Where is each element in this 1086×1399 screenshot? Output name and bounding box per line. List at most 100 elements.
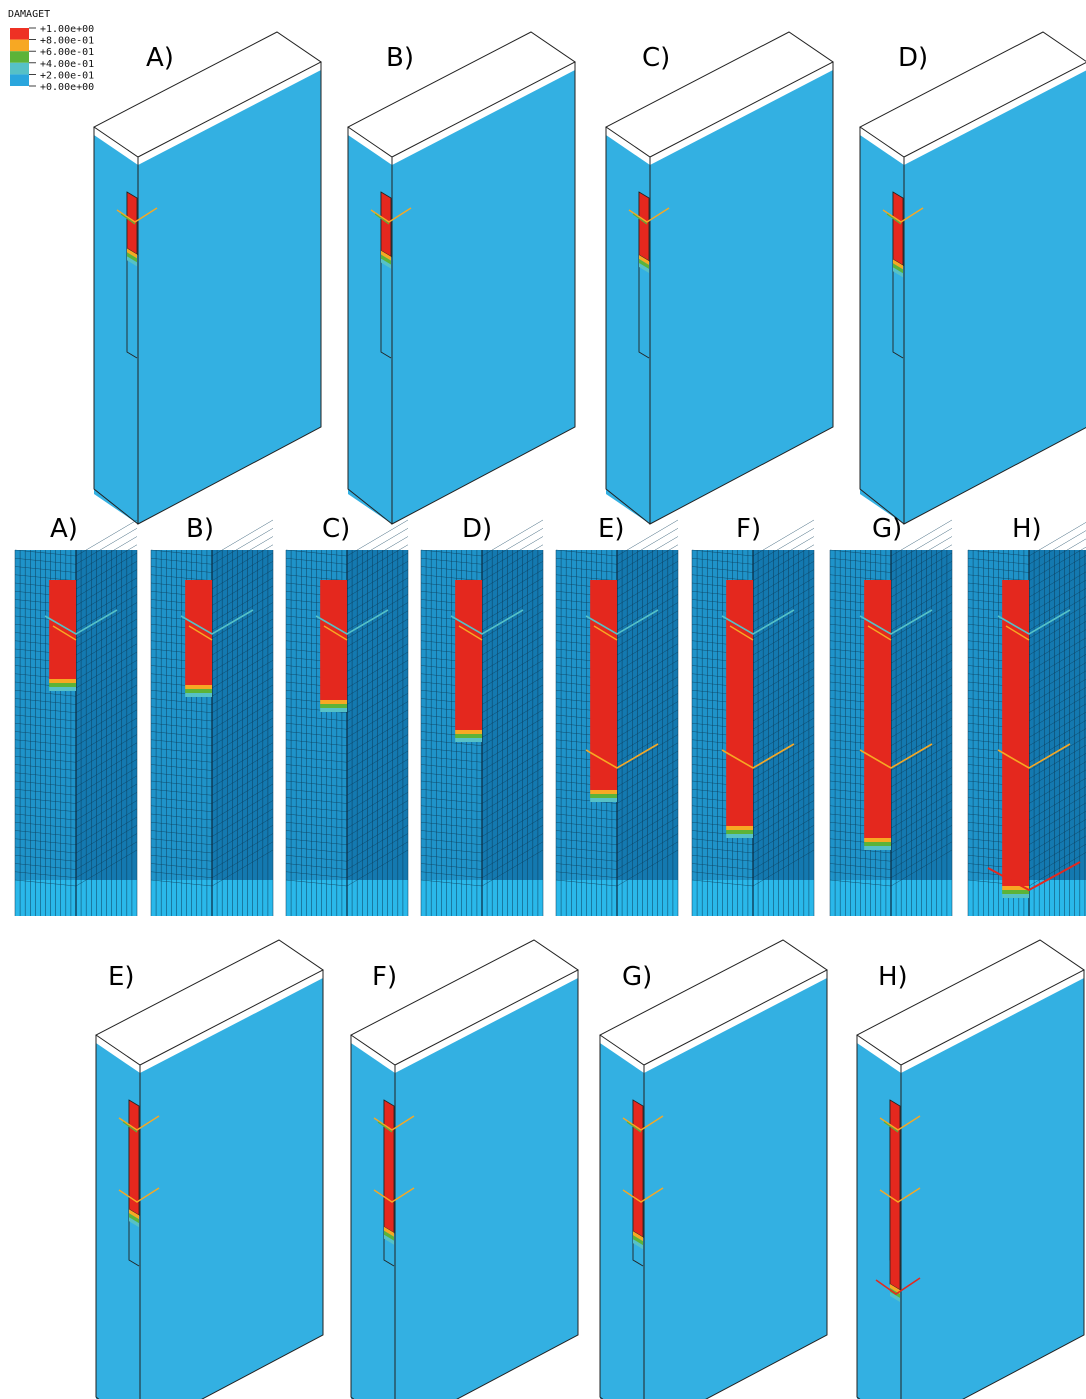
top-model-outline-right: [903, 157, 1086, 525]
mesh-damage-band: [455, 738, 482, 742]
mesh-hline: [481, 577, 544, 614]
mesh-hline: [346, 544, 409, 581]
mesh-hline: [211, 833, 274, 870]
mesh-hline: [691, 558, 754, 565]
mesh-hline: [555, 822, 618, 829]
mesh-hline: [890, 792, 953, 829]
mesh-hline: [1028, 629, 1086, 664]
mesh-hline: [75, 750, 138, 788]
mesh-hline: [1028, 546, 1086, 581]
mesh-hline: [150, 566, 213, 573]
top-model-crack-chevron-inner: [632, 213, 648, 225]
mesh-hline: [752, 693, 815, 730]
mesh-hline: [616, 709, 679, 746]
mesh-crack-chevron-inner: [867, 625, 892, 641]
mesh-hline: [1028, 819, 1086, 854]
mesh-hline: [14, 549, 77, 557]
mesh-hline: [285, 797, 348, 804]
mesh-crack-chevron: [997, 609, 1071, 635]
mesh-hline: [481, 594, 544, 631]
mesh-hline: [14, 747, 77, 755]
mesh-hline: [420, 747, 483, 755]
mesh-panel-5: E): [555, 514, 679, 916]
mesh-hline: [75, 602, 138, 639]
top-model-front-face: [860, 135, 904, 524]
mesh-panel-label: C): [322, 514, 350, 544]
mesh-hline: [481, 825, 544, 862]
top-model-front-face: [94, 135, 138, 524]
mesh-hline: [150, 789, 213, 796]
mesh-hline: [150, 764, 213, 771]
mesh-hline: [890, 759, 953, 796]
mesh-hline: [752, 717, 815, 755]
mesh-hline: [285, 549, 348, 557]
mesh-hline: [890, 544, 953, 581]
mesh-hline: [752, 585, 815, 623]
mesh-hline: [1028, 645, 1086, 680]
mesh-hline: [555, 805, 618, 812]
mesh-hline: [890, 701, 953, 738]
mesh-hline: [14, 714, 77, 722]
mesh-hline: [14, 558, 77, 565]
mesh-hline: [211, 544, 274, 581]
mesh-hline: [75, 800, 138, 837]
mesh-hline: [75, 775, 138, 812]
middle-row-mesh-closeups: A) B) C) D) E) F) G) H): [14, 514, 1086, 916]
mesh-hline: [346, 800, 409, 837]
mesh-hline: [1028, 522, 1086, 557]
mesh-hline: [616, 726, 679, 763]
mesh-panel-6: F): [691, 514, 815, 916]
mesh-hline: [890, 676, 953, 713]
mesh-hline: [481, 610, 544, 647]
mesh-hline: [481, 660, 544, 697]
mesh-hline: [346, 552, 409, 590]
mesh-hline: [150, 830, 213, 837]
mesh-hline: [211, 643, 274, 680]
bottom-panel-label: H): [878, 962, 908, 992]
bottom-model-outline-left: [350, 1035, 355, 1399]
legend-value: +8.00e-01: [40, 36, 94, 47]
mesh-hline: [890, 808, 953, 845]
mesh-hline: [285, 822, 348, 829]
mesh-hline: [211, 627, 274, 664]
mesh-hline: [285, 566, 348, 573]
bottom-model-damage-band: [384, 1234, 394, 1245]
mesh-crack-chevron-lower: [721, 743, 795, 769]
mesh-hline: [481, 684, 544, 722]
mesh-hline: [481, 552, 544, 590]
mesh-hline: [555, 838, 618, 845]
mesh-crack-chevron-inner: [729, 625, 754, 641]
mesh-hline: [346, 528, 409, 565]
mesh-hline: [75, 759, 138, 796]
mesh-hline: [150, 714, 213, 722]
mesh-hline: [346, 585, 409, 623]
bottom-model-crack-chevron-inner: [377, 1121, 393, 1133]
mesh-hline: [1028, 703, 1086, 738]
mesh-hline: [75, 726, 138, 763]
mesh-hline: [346, 833, 409, 870]
bottom-model-damage-band: [129, 1209, 139, 1220]
mesh-hline: [616, 684, 679, 722]
mesh-hline: [1028, 810, 1086, 845]
mesh-hline: [75, 792, 138, 829]
mesh-hline: [1028, 720, 1086, 755]
mesh-hline: [616, 585, 679, 623]
mesh-hline: [211, 709, 274, 746]
mesh-hline: [616, 816, 679, 854]
mesh-hline: [752, 759, 815, 796]
mesh-hline: [211, 693, 274, 730]
top-model-front-face: [606, 135, 650, 524]
mesh-hline: [890, 528, 953, 565]
mesh-hline: [1028, 612, 1086, 647]
mesh-hline: [890, 849, 953, 887]
mesh-crack-chevron: [585, 609, 659, 635]
mesh-hline: [890, 816, 953, 854]
mesh-hline: [555, 879, 618, 887]
mesh-damage-band: [320, 708, 347, 712]
mesh-hline: [616, 528, 679, 565]
mesh-hline: [346, 635, 409, 672]
mesh-hline: [1028, 761, 1086, 796]
mesh-hline: [346, 627, 409, 664]
mesh-hline: [211, 585, 274, 623]
bottom-model-outline-left: [856, 1035, 861, 1399]
